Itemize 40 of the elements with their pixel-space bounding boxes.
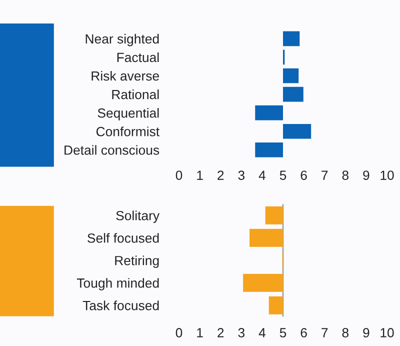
x-tick-label: 5 bbox=[280, 328, 286, 338]
x-tick-label: 2 bbox=[218, 328, 224, 338]
y-tick-label: Sequential bbox=[98, 108, 159, 120]
x-tick-label: 2 bbox=[218, 170, 224, 180]
bar bbox=[283, 86, 304, 102]
x-tick-label: 3 bbox=[238, 170, 244, 180]
y-tick-label: Factual bbox=[117, 52, 159, 62]
y-tick-label: Rational bbox=[112, 90, 159, 100]
x-tick-label: 10 bbox=[380, 170, 394, 180]
x-tick-label: 6 bbox=[300, 170, 307, 180]
y-tick-label: Risk averse bbox=[92, 70, 159, 81]
bar bbox=[283, 68, 299, 84]
y-tick-label: Detail conscious bbox=[64, 145, 160, 155]
y-tick-label: Task focused bbox=[82, 300, 159, 310]
y-tick-label: Near sighted bbox=[86, 34, 159, 46]
x-tick-label: 9 bbox=[363, 170, 370, 180]
x-tick-label: 7 bbox=[322, 328, 328, 338]
x-tick-label: 4 bbox=[258, 170, 266, 180]
y-tick-label: Self focused bbox=[88, 233, 159, 243]
x-tick-label: 8 bbox=[342, 170, 348, 180]
bar bbox=[283, 124, 312, 139]
x-tick-label: 0 bbox=[176, 170, 182, 180]
y-tick-label: Tough minded bbox=[76, 278, 159, 290]
y-tick-label: Retiring bbox=[115, 256, 159, 268]
x-tick-label: 7 bbox=[322, 170, 328, 180]
x-tick-label: 9 bbox=[363, 328, 370, 338]
y-tick-label: Conformist bbox=[96, 126, 160, 136]
x-tick-label: 4 bbox=[258, 328, 266, 338]
bar bbox=[255, 142, 283, 158]
bar bbox=[255, 105, 283, 120]
x-tick-label: 0 bbox=[176, 328, 182, 338]
y-tick-label: Solitary bbox=[116, 210, 160, 223]
x-tick-label: 10 bbox=[380, 328, 394, 338]
x-tick-label: 3 bbox=[238, 328, 244, 338]
x-tick-label: 5 bbox=[280, 170, 286, 180]
x-tick-label: 1 bbox=[197, 328, 203, 338]
x-tick-label: 6 bbox=[300, 328, 307, 338]
x-tick-label: 1 bbox=[197, 170, 203, 180]
bar bbox=[283, 31, 300, 46]
x-tick-label: 8 bbox=[342, 328, 348, 338]
